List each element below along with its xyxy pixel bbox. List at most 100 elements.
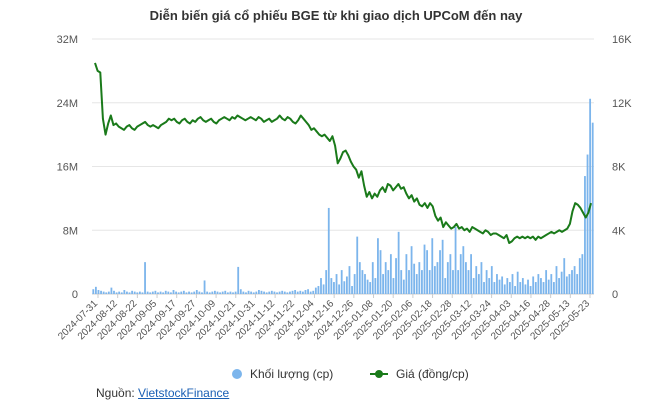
volume-bar bbox=[426, 250, 429, 294]
volume-bar bbox=[488, 278, 491, 294]
volume-bar bbox=[159, 291, 162, 294]
volume-bar bbox=[542, 282, 545, 294]
legend-line-icon bbox=[370, 370, 388, 378]
volume-bar bbox=[144, 262, 146, 294]
volume-bar bbox=[402, 279, 405, 294]
volume-bar bbox=[423, 244, 426, 294]
volume-bar bbox=[164, 290, 167, 294]
volume-bar bbox=[270, 290, 273, 294]
legend-item-volume[interactable]: Khối lượng (cp) bbox=[232, 367, 333, 381]
left-tick-label: 16M bbox=[57, 162, 78, 174]
right-tick-label: 8K bbox=[612, 162, 626, 174]
volume-bar bbox=[485, 270, 488, 294]
volume-bar bbox=[467, 270, 470, 294]
volume-bar bbox=[283, 291, 286, 294]
volume-bar bbox=[203, 280, 206, 294]
volume-bar bbox=[565, 276, 568, 294]
volume-bar bbox=[439, 250, 441, 294]
volume-bar bbox=[379, 250, 382, 294]
volume-bar bbox=[149, 292, 152, 294]
volume-bar bbox=[480, 262, 483, 294]
volume-bar bbox=[475, 266, 478, 294]
volume-bar bbox=[273, 291, 276, 294]
volume-bar bbox=[291, 290, 294, 294]
left-tick-label: 32M bbox=[57, 34, 78, 46]
volume-bar bbox=[216, 291, 219, 294]
volume-bar bbox=[128, 292, 131, 294]
volume-bar bbox=[395, 258, 397, 294]
volume-bar bbox=[576, 274, 579, 294]
volume-bar bbox=[348, 266, 351, 294]
volume-bar bbox=[343, 281, 346, 294]
volume-bar bbox=[415, 274, 418, 294]
volume-bar bbox=[299, 290, 302, 294]
volume-bar bbox=[268, 291, 271, 294]
volume-bar bbox=[366, 279, 369, 294]
volume-bar bbox=[146, 291, 149, 294]
volume-bar bbox=[428, 270, 431, 294]
volume-bar bbox=[441, 239, 444, 294]
volume-bar bbox=[286, 292, 289, 294]
volume-bar bbox=[252, 292, 255, 294]
right-tick-label: 4K bbox=[612, 225, 626, 237]
volume-bar bbox=[296, 291, 299, 294]
volume-bar bbox=[154, 290, 157, 294]
volume-bar bbox=[250, 291, 253, 294]
volume-bar bbox=[389, 254, 392, 294]
source-link[interactable]: VietstockFinance bbox=[138, 386, 230, 400]
volume-bar bbox=[257, 290, 260, 294]
volume-bar bbox=[501, 276, 504, 294]
volume-bar bbox=[457, 270, 460, 294]
volume-bar bbox=[330, 278, 333, 294]
legend-item-price[interactable]: Giá (đồng/cp) bbox=[370, 367, 469, 381]
volume-bar bbox=[289, 291, 291, 294]
volume-bar bbox=[353, 274, 356, 294]
volume-bar bbox=[449, 254, 452, 294]
volume-bar bbox=[589, 98, 592, 294]
volume-bar bbox=[446, 262, 449, 294]
grid-lines bbox=[92, 38, 594, 295]
volume-bar bbox=[126, 291, 128, 294]
volume-bar bbox=[555, 266, 558, 294]
volume-bar bbox=[180, 291, 183, 294]
volume-bar bbox=[247, 290, 250, 294]
volume-bar bbox=[211, 291, 214, 294]
volume-bar bbox=[413, 263, 416, 294]
volume-bar bbox=[102, 291, 105, 294]
volume-bars bbox=[92, 98, 594, 294]
volume-bar bbox=[237, 266, 240, 294]
volume-bar bbox=[382, 274, 385, 294]
volume-bar bbox=[568, 274, 571, 294]
volume-bar bbox=[552, 282, 555, 294]
volume-bar bbox=[345, 276, 348, 294]
volume-bar bbox=[309, 291, 312, 294]
volume-bar bbox=[190, 292, 193, 294]
volume-bar bbox=[294, 290, 297, 294]
volume-bar bbox=[524, 284, 527, 294]
volume-bar bbox=[364, 274, 366, 294]
volume-bar bbox=[470, 254, 472, 294]
volume-bar bbox=[118, 291, 121, 294]
volume-bar bbox=[208, 292, 211, 294]
volume-bar bbox=[138, 291, 141, 294]
volume-bar bbox=[563, 258, 566, 294]
legend-label-price: Giá (đồng/cp) bbox=[396, 367, 469, 381]
volume-bar bbox=[234, 291, 237, 294]
left-tick-label: 24M bbox=[57, 98, 78, 110]
volume-bar bbox=[369, 282, 372, 294]
volume-bar bbox=[591, 122, 594, 294]
price-series-line bbox=[94, 62, 592, 244]
volume-bar bbox=[338, 284, 341, 294]
volume-bar bbox=[94, 286, 97, 294]
volume-bar bbox=[193, 291, 196, 294]
volume-bar bbox=[506, 278, 509, 294]
volume-bar bbox=[245, 292, 247, 294]
volume-bar bbox=[195, 290, 198, 294]
volume-bar bbox=[586, 154, 589, 294]
volume-bar bbox=[444, 278, 447, 294]
volume-bar bbox=[177, 292, 180, 294]
volume-bar bbox=[511, 274, 514, 294]
volume-bar bbox=[498, 279, 501, 294]
volume-bar bbox=[141, 292, 144, 294]
volume-bar bbox=[335, 274, 338, 294]
